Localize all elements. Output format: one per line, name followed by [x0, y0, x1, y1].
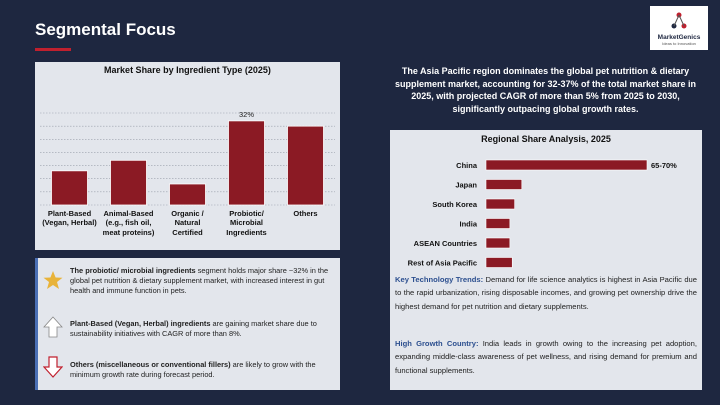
down-arrow-icon — [43, 356, 63, 378]
chart: 32% — [40, 110, 335, 206]
insight-bold: The probiotic/ microbial ingredients — [70, 266, 196, 275]
bar — [287, 125, 324, 206]
y-tick-label: Japan — [455, 181, 477, 190]
value-label: 32% — [239, 110, 254, 119]
insight-text: segment holds major share ~32% in the gl… — [70, 266, 329, 295]
bar — [485, 179, 523, 190]
summary: The Asia Pacific region dominates the gl… — [394, 66, 697, 114]
x-tick-label: Organic / Natural Certified — [171, 209, 204, 237]
trend-bold: Key Technology Trends: — [395, 275, 484, 284]
insight: The probiotic/ microbial ingredients seg… — [70, 266, 335, 296]
slide-title: Segmental Focus — [35, 20, 176, 39]
star-icon — [43, 271, 63, 289]
y-tick-label: India — [459, 220, 477, 229]
bar — [485, 159, 648, 171]
x-tick-label: Others — [293, 209, 318, 218]
trend-bold: High Growth Country: — [395, 339, 479, 348]
trend: High Growth Country: India leads in grow… — [395, 337, 697, 377]
bar — [485, 257, 513, 268]
chart-title: Market Share by Ingredient Type (2025) — [104, 65, 271, 75]
x-tick-label: Animal-Based (e.g., fish oil, meat prote… — [102, 209, 155, 237]
bar — [51, 170, 88, 206]
bar — [110, 159, 147, 206]
bar — [169, 183, 206, 206]
chart-title: Regional Share Analysis, 2025 — [481, 134, 611, 144]
y-tick-label: South Korea — [432, 200, 477, 209]
up-arrow-icon — [43, 316, 63, 338]
bar — [485, 218, 511, 229]
trend-text: Demand for life science analytics is hig… — [395, 275, 697, 311]
insight: Others (miscellaneous or conventional fi… — [70, 360, 335, 380]
insight: Plant-Based (Vegan, Herbal) ingredients … — [70, 319, 335, 339]
title-underline — [35, 48, 71, 51]
y-tick-label: China — [456, 161, 478, 170]
y-tick-label: ASEAN Countries — [414, 239, 477, 248]
chart: China 65-70% Japan South Korea India ASEAN Co… — [408, 159, 677, 268]
insight-bold: Plant-Based (Vegan, Herbal) ingredients — [70, 319, 211, 328]
trend: Key Technology Trends: Demand for life s… — [395, 273, 697, 313]
bar — [485, 237, 511, 249]
insight-text: are likely to grow with the minimum grow… — [70, 360, 316, 379]
trend-text: India leads in growth owing to the incre… — [395, 339, 697, 375]
chart-panel: Market Share by Ingredient Type (2025) 3… — [35, 62, 340, 250]
logo-tagline: Ideas to Innovation — [662, 41, 696, 46]
logo: MarketGenics Ideas to Innovation — [650, 6, 708, 50]
logo-icon — [671, 12, 687, 29]
x-tick-label: Plant-Based (Vegan, Herbal) — [42, 209, 97, 228]
insight-bold: Others (miscellaneous or conventional fi… — [70, 360, 231, 369]
bar — [485, 198, 515, 210]
insights-panel: The probiotic/ microbial ingredients seg… — [35, 258, 340, 390]
bar — [228, 120, 265, 206]
insight-text: are gaining market share due to sustaina… — [70, 319, 317, 338]
chart-panel: Regional Share Analysis, 2025 China 65-70… — [390, 130, 702, 390]
logo-name: MarketGenics — [657, 34, 701, 41]
value-label: 65-70% — [651, 161, 677, 170]
y-tick-label: Rest of Asia Pacific — [408, 259, 477, 268]
x-tick-label: Probiotic/ Microbial Ingredients — [226, 209, 267, 237]
